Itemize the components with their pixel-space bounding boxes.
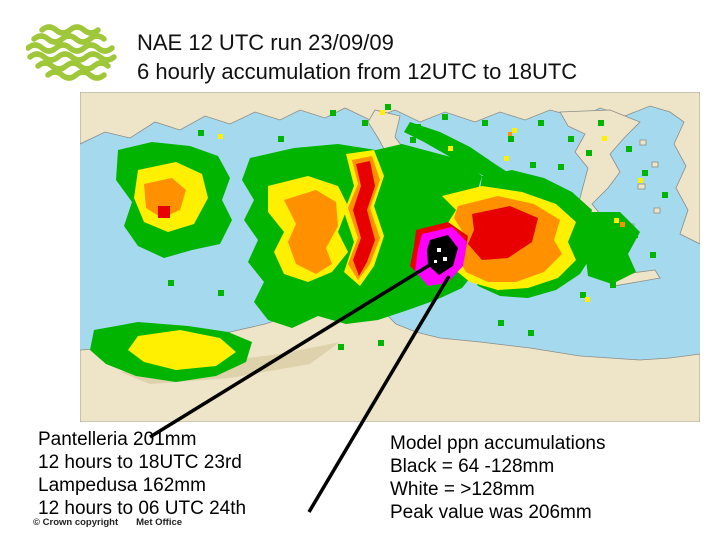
met-office-logo bbox=[26, 24, 117, 81]
observed-totals-note: Pantelleria 201mm 12 hours to 18UTC 23rd… bbox=[38, 428, 246, 520]
logo-waves-icon bbox=[26, 24, 117, 81]
note-line: Lampedusa 162mm bbox=[38, 475, 206, 496]
map-canvas bbox=[79, 91, 701, 423]
note-line: Peak value was 206mm bbox=[390, 502, 592, 523]
note-line: Pantelleria 201mm bbox=[38, 429, 197, 450]
title-line-1: NAE 12 UTC run 23/09/09 bbox=[137, 30, 394, 55]
brand-text: Met Office bbox=[136, 517, 183, 528]
note-line: 12 hours to 06 UTC 24th bbox=[38, 498, 247, 519]
note-line: Model ppn accumulations bbox=[390, 433, 606, 454]
title-line-2: 6 hourly accumulation from 12UTC to 18UT… bbox=[137, 59, 578, 84]
precipitation-map bbox=[79, 91, 701, 423]
slide-title: NAE 12 UTC run 23/09/09 6 hourly accumul… bbox=[137, 28, 577, 86]
footer: © Crown copyright Met Office bbox=[33, 517, 182, 528]
note-line: 12 hours to 18UTC 23rd bbox=[38, 452, 242, 473]
note-line: White = >128mm bbox=[390, 479, 535, 500]
note-line: Black = 64 -128mm bbox=[390, 456, 555, 477]
model-legend-note: Model ppn accumulations Black = 64 -128m… bbox=[390, 432, 605, 524]
copyright-text: © Crown copyright bbox=[33, 517, 119, 528]
land-europe bbox=[79, 91, 701, 245]
ppn-white-peak bbox=[434, 248, 447, 263]
